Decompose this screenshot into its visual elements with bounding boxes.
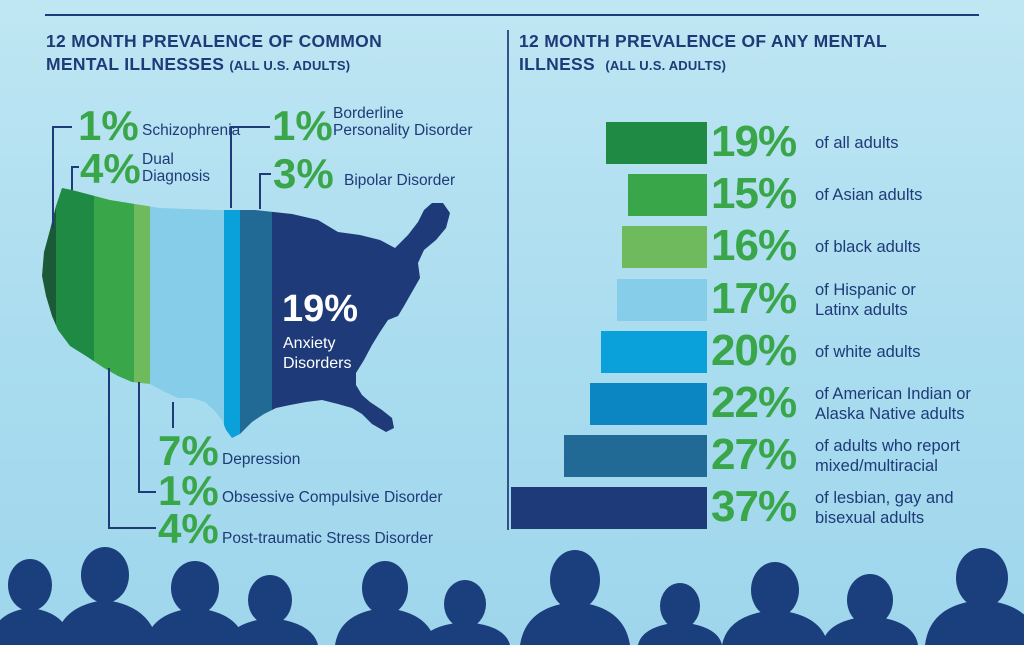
bar-category-label: of all adults xyxy=(815,133,898,153)
leader-bipolar-v xyxy=(259,173,261,209)
leader-ocd-h xyxy=(138,491,156,493)
leader-bipolar-h xyxy=(259,173,271,175)
bar-category-label: of Hispanic or Latinx adults xyxy=(815,280,916,320)
person-silhouette xyxy=(225,575,318,645)
person-silhouette xyxy=(638,583,722,645)
left-title-line1: 12 MONTH PREVALENCE OF COMMON xyxy=(46,31,383,51)
bar-5 xyxy=(590,383,707,425)
person-silhouette xyxy=(145,561,246,645)
label-anxiety-line1: Anxiety xyxy=(283,335,336,352)
bar-category-label: of American Indian or Alaska Native adult… xyxy=(815,384,971,424)
bar-category-label: of adults who report mixed/multiracial xyxy=(815,436,960,476)
map-band-ocd xyxy=(134,188,150,438)
bar-1 xyxy=(627,174,707,217)
bar-category-label-line: Alaska Native adults xyxy=(815,405,965,423)
person-silhouette xyxy=(420,580,510,645)
bar-value-label: 15% xyxy=(711,169,797,219)
person-silhouette xyxy=(0,559,72,645)
person-silhouette xyxy=(55,547,158,645)
label-borderline-line2: Personality Disorder xyxy=(333,122,473,139)
pct-ocd: 1% xyxy=(158,467,219,514)
label-schizophrenia: Schizophrenia xyxy=(142,122,241,139)
leader-depression-v xyxy=(172,402,174,428)
bar-value-label: 37% xyxy=(711,482,797,532)
label-anxiety: Anxiety Disorders xyxy=(283,334,351,374)
bar-value-label: 19% xyxy=(711,117,797,166)
left-title-line2: MENTAL ILLNESSES xyxy=(46,54,225,74)
map-band-borderline xyxy=(224,188,240,438)
bar-2 xyxy=(622,226,707,269)
bar-4 xyxy=(601,330,707,373)
bar-category-label-line: of American Indian or xyxy=(815,385,971,403)
bar-0 xyxy=(606,122,707,164)
leader-borderline-h xyxy=(230,126,270,128)
bar-7 xyxy=(510,487,707,530)
bar-category-label: of lesbian, gay and bisexual adults xyxy=(815,488,954,528)
bar-value-label: 17% xyxy=(711,273,797,323)
person-silhouette xyxy=(520,550,630,645)
label-dual-line1: Dual xyxy=(142,151,174,168)
bar-category-label-line: of adults who report xyxy=(815,437,960,456)
person-silhouette xyxy=(722,562,828,645)
leader-ptsd-v xyxy=(108,368,110,528)
bar-value-label: 16% xyxy=(711,221,797,271)
label-borderline: Borderline Personality Disorder xyxy=(333,105,473,139)
label-borderline-line1: Borderline xyxy=(333,105,404,122)
pct-borderline: 1% xyxy=(272,102,333,149)
right-panel-title: 12 MONTH PREVALENCE OF ANY MENTAL ILLNES… xyxy=(519,30,887,77)
bar-category-label-line: of Hispanic or xyxy=(815,280,916,299)
bar-3 xyxy=(616,278,707,321)
bar-value-label: 22% xyxy=(711,378,797,427)
leader-schizophrenia-v xyxy=(52,126,54,228)
bar-category-label-line: of Asian adults xyxy=(815,186,923,205)
bar-category-label-line: bisexual adults xyxy=(815,509,925,528)
leader-ptsd-h xyxy=(108,527,156,529)
bar-6 xyxy=(563,435,707,478)
map-band-bipolar xyxy=(240,188,272,438)
pct-ptsd: 4% xyxy=(158,505,219,552)
leader-ocd-v xyxy=(138,382,140,492)
pct-schizophrenia: 1% xyxy=(78,102,139,149)
label-depression: Depression xyxy=(222,451,301,468)
bar-category-label-line: Latinx adults xyxy=(815,300,908,319)
right-title-sub: (ALL U.S. ADULTS) xyxy=(605,58,727,73)
right-title-line2: ILLNESS xyxy=(519,54,595,74)
bar-category-label-line: of white adults xyxy=(815,342,921,361)
label-bipolar: Bipolar Disorder xyxy=(344,172,456,189)
bar-category-label: of Asian adults xyxy=(815,185,922,205)
person-silhouette xyxy=(335,561,436,645)
leader-dual-h xyxy=(71,166,79,168)
pct-anxiety: 19% xyxy=(282,288,359,330)
panel-divider xyxy=(507,30,509,530)
pct-depression: 7% xyxy=(158,427,219,474)
left-title-sub: (ALL U.S. ADULTS) xyxy=(229,58,351,73)
top-rule xyxy=(45,14,979,16)
label-dual-line2: Diagnosis xyxy=(142,168,211,185)
left-panel-title: 12 MONTH PREVALENCE OF COMMON MENTAL ILL… xyxy=(46,30,382,77)
person-silhouette xyxy=(925,548,1024,645)
label-anxiety-line2: Disorders xyxy=(283,355,352,372)
bar-category-label-line: of black adults xyxy=(815,238,921,257)
bar-category-label-line: mixed/multiracial xyxy=(815,457,938,476)
pct-dual-diagnosis: 4% xyxy=(80,145,141,192)
leader-schizophrenia-h xyxy=(52,126,72,128)
bar-value-label: 27% xyxy=(711,430,797,480)
bar-category-label: of black adults xyxy=(815,237,920,257)
pct-bipolar: 3% xyxy=(273,150,334,197)
leader-borderline-v xyxy=(230,126,232,208)
label-dual-diagnosis: Dual Diagnosis xyxy=(142,151,210,185)
bar-category-label: of white adults xyxy=(815,342,920,362)
bar-category-label-line: of all adults xyxy=(815,134,899,152)
label-ocd: Obsessive Compulsive Disorder xyxy=(222,489,443,506)
label-ptsd: Post-traumatic Stress Disorder xyxy=(222,530,434,547)
leader-dual-v xyxy=(71,166,73,190)
person-silhouette xyxy=(822,574,918,645)
bar-category-label-line: of lesbian, gay and xyxy=(815,489,954,508)
right-title-line1: 12 MONTH PREVALENCE OF ANY MENTAL xyxy=(519,31,888,51)
bar-value-label: 20% xyxy=(711,325,797,375)
